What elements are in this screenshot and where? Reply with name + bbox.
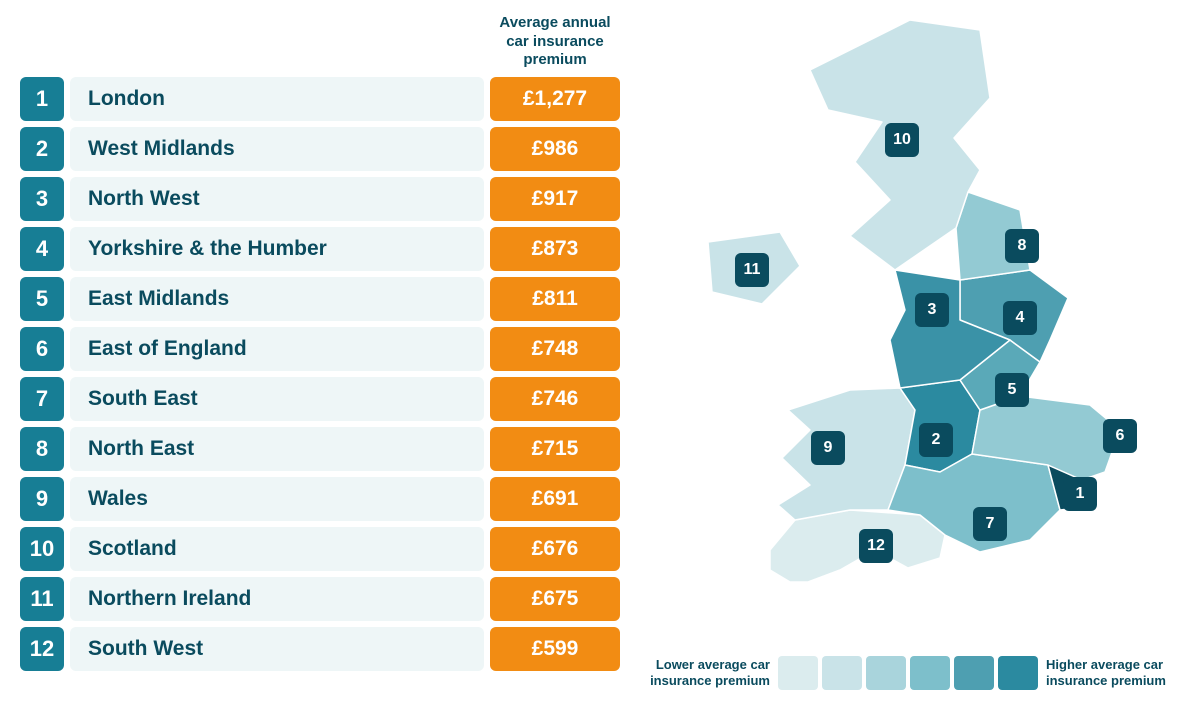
map-marker: 7 xyxy=(973,507,1007,541)
legend-swatch xyxy=(954,656,994,690)
table-row: 9Wales£691 xyxy=(20,476,620,521)
rank-badge: 11 xyxy=(20,577,64,621)
region-name: North West xyxy=(70,177,484,221)
map-marker: 3 xyxy=(915,293,949,327)
map-marker: 1 xyxy=(1063,477,1097,511)
map-marker: 12 xyxy=(859,529,893,563)
premium-value: £873 xyxy=(490,227,620,271)
premium-value: £746 xyxy=(490,377,620,421)
legend-swatch xyxy=(866,656,906,690)
legend-low-label: Lower average car insurance premium xyxy=(650,657,770,690)
map-svg xyxy=(650,10,1170,600)
legend-swatch xyxy=(822,656,862,690)
table-row: 3North West£917 xyxy=(20,176,620,221)
region-name: London xyxy=(70,77,484,121)
table-row: 11Northern Ireland£675 xyxy=(20,576,620,621)
map-marker: 8 xyxy=(1005,229,1039,263)
ranking-table: Average annual car insurance premium 1Lo… xyxy=(20,10,620,690)
premium-value: £986 xyxy=(490,127,620,171)
premium-value: £811 xyxy=(490,277,620,321)
region-name: West Midlands xyxy=(70,127,484,171)
legend-high-label: Higher average car insurance premium xyxy=(1046,657,1166,690)
map-marker: 6 xyxy=(1103,419,1137,453)
table-row: 8North East£715 xyxy=(20,426,620,471)
map-marker: 4 xyxy=(1003,301,1037,335)
premium-value: £1,277 xyxy=(490,77,620,121)
rank-badge: 1 xyxy=(20,77,64,121)
table-row: 12South West£599 xyxy=(20,626,620,671)
map-marker: 10 xyxy=(885,123,919,157)
premium-value: £917 xyxy=(490,177,620,221)
rank-badge: 10 xyxy=(20,527,64,571)
rank-badge: 3 xyxy=(20,177,64,221)
map-marker: 9 xyxy=(811,431,845,465)
table-row: 1London£1,277 xyxy=(20,76,620,121)
table-header: Average annual car insurance premium xyxy=(20,10,620,72)
premium-column-header: Average annual car insurance premium xyxy=(490,14,620,72)
premium-value: £691 xyxy=(490,477,620,521)
rank-badge: 9 xyxy=(20,477,64,521)
legend: Lower average car insurance premium High… xyxy=(650,656,1180,690)
rank-badge: 6 xyxy=(20,327,64,371)
region-name: East Midlands xyxy=(70,277,484,321)
map-region xyxy=(770,510,945,582)
rank-badge: 2 xyxy=(20,127,64,171)
premium-value: £675 xyxy=(490,577,620,621)
map-marker: 2 xyxy=(919,423,953,457)
table-row: 5East Midlands£811 xyxy=(20,276,620,321)
uk-map: 129271654381011 xyxy=(650,10,1170,600)
region-name: Yorkshire & the Humber xyxy=(70,227,484,271)
region-name: Scotland xyxy=(70,527,484,571)
map-marker: 5 xyxy=(995,373,1029,407)
legend-swatch xyxy=(998,656,1038,690)
premium-value: £676 xyxy=(490,527,620,571)
table-row: 4Yorkshire & the Humber£873 xyxy=(20,226,620,271)
premium-value: £748 xyxy=(490,327,620,371)
table-row: 2West Midlands£986 xyxy=(20,126,620,171)
rank-badge: 12 xyxy=(20,627,64,671)
legend-swatches xyxy=(778,656,1038,690)
legend-swatch xyxy=(910,656,950,690)
region-name: South East xyxy=(70,377,484,421)
premium-value: £715 xyxy=(490,427,620,471)
rank-badge: 8 xyxy=(20,427,64,471)
legend-swatch xyxy=(778,656,818,690)
table-row: 7South East£746 xyxy=(20,376,620,421)
premium-value: £599 xyxy=(490,627,620,671)
rank-badge: 7 xyxy=(20,377,64,421)
region-name: North East xyxy=(70,427,484,471)
region-name: Wales xyxy=(70,477,484,521)
rank-badge: 4 xyxy=(20,227,64,271)
map-panel: 129271654381011 Lower average car insura… xyxy=(620,10,1180,690)
region-name: East of England xyxy=(70,327,484,371)
rank-badge: 5 xyxy=(20,277,64,321)
map-marker: 11 xyxy=(735,253,769,287)
table-rows: 1London£1,277 2West Midlands£986 3North We… xyxy=(20,76,620,671)
table-row: 10Scotland£676 xyxy=(20,526,620,571)
region-name: South West xyxy=(70,627,484,671)
table-row: 6East of England£748 xyxy=(20,326,620,371)
region-name: Northern Ireland xyxy=(70,577,484,621)
